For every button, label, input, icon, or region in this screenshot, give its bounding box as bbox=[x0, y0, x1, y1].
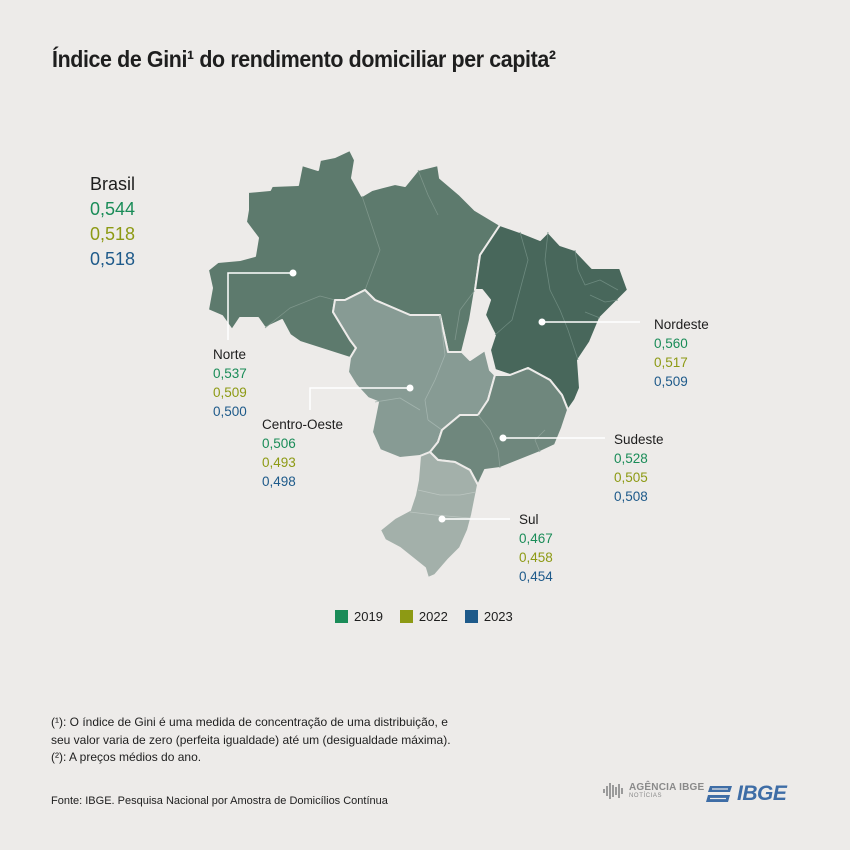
legend-label-2023: 2023 bbox=[483, 609, 513, 624]
leader-centro-oeste bbox=[309, 384, 414, 410]
nordeste-value-2019: 0,560 bbox=[654, 336, 688, 351]
region-sul-shape bbox=[379, 451, 479, 579]
region-name-centro-oeste: Centro-Oeste bbox=[262, 417, 344, 432]
region-sudeste[interactable] bbox=[429, 367, 569, 486]
centro-oeste-value-2023: 0,498 bbox=[262, 474, 296, 489]
footnote-line-3: (²): A preços médios do ano. bbox=[51, 750, 202, 764]
agencia-logo-icon bbox=[603, 783, 623, 799]
agencia-logo-text: AGÊNCIA IBGE bbox=[629, 782, 705, 793]
norte-value-2019: 0,537 bbox=[213, 366, 247, 381]
source-text: Fonte: IBGE. Pesquisa Nacional por Amost… bbox=[51, 795, 388, 807]
brasil-value-2022: 0,518 bbox=[90, 224, 136, 244]
brasil-summary: Brasil 0,544 0,518 0,518 bbox=[90, 172, 135, 272]
region-name-sudeste: Sudeste bbox=[614, 432, 664, 447]
region-sul[interactable] bbox=[379, 451, 479, 579]
sudeste-value-2019: 0,528 bbox=[614, 451, 648, 466]
centro-oeste-value-2022: 0,493 bbox=[262, 455, 296, 470]
legend-item-2022: 2022 bbox=[399, 609, 448, 624]
region-sudeste-shape bbox=[429, 367, 569, 486]
footnotes: (¹): O índice de Gini é uma medida de co… bbox=[51, 714, 451, 767]
agencia-logo-subtext: NOTÍCIAS bbox=[629, 793, 663, 799]
leader-sudeste bbox=[499, 434, 605, 442]
leader-norte bbox=[227, 269, 297, 340]
legend: 2019 2022 2023 bbox=[335, 609, 513, 624]
sudeste-value-2022: 0,505 bbox=[614, 470, 648, 485]
ibge-logo: IBGE bbox=[706, 782, 787, 806]
footnote-line-1: (¹): O índice de Gini é uma medida de co… bbox=[51, 715, 448, 729]
label-norte: Norte 0,537 0,509 0,500 bbox=[213, 345, 247, 421]
brasil-value-2019: 0,544 bbox=[90, 199, 136, 219]
label-nordeste: Nordeste 0,560 0,517 0,509 bbox=[654, 315, 709, 391]
region-nordeste-shape bbox=[474, 224, 629, 411]
nordeste-value-2023: 0,509 bbox=[654, 374, 688, 389]
label-sudeste: Sudeste 0,528 0,505 0,508 bbox=[614, 430, 664, 506]
legend-swatch-2023 bbox=[464, 610, 478, 623]
leader-sul bbox=[438, 515, 510, 523]
chart-title: Índice de Gini¹ do rendimento domiciliar… bbox=[52, 46, 556, 72]
sul-value-2019: 0,467 bbox=[519, 531, 553, 546]
sul-value-2022: 0,458 bbox=[519, 550, 553, 565]
region-nordeste[interactable] bbox=[474, 224, 629, 411]
sudeste-value-2023: 0,508 bbox=[614, 489, 648, 504]
footnote-line-2: seu valor varia de zero (perfeita iguald… bbox=[51, 732, 451, 747]
ibge-logo-icon bbox=[706, 786, 732, 802]
centro-oeste-value-2019: 0,506 bbox=[262, 436, 296, 451]
region-name-sul: Sul bbox=[519, 512, 539, 527]
label-centro-oeste: Centro-Oeste 0,506 0,493 0,498 bbox=[262, 415, 343, 491]
legend-item-2019: 2019 bbox=[335, 609, 383, 624]
region-name-nordeste: Nordeste bbox=[654, 317, 709, 332]
region-name-norte: Norte bbox=[213, 347, 247, 362]
legend-label-2022: 2022 bbox=[418, 609, 448, 624]
norte-value-2022: 0,509 bbox=[213, 385, 247, 400]
legend-item-2023: 2023 bbox=[464, 609, 513, 624]
norte-value-2023: 0,500 bbox=[213, 404, 247, 419]
ibge-logo-text: IBGE bbox=[737, 782, 787, 805]
leader-nordeste bbox=[538, 318, 640, 326]
brasil-label: Brasil bbox=[90, 174, 136, 194]
legend-label-2019: 2019 bbox=[354, 609, 383, 624]
agencia-ibge-logo: AGÊNCIA IBGE NOTÍCIAS bbox=[603, 782, 704, 800]
legend-swatch-2022 bbox=[399, 610, 413, 623]
label-sul: Sul 0,467 0,458 0,454 bbox=[519, 510, 553, 586]
nordeste-value-2022: 0,517 bbox=[654, 355, 688, 370]
legend-swatch-2019 bbox=[335, 610, 348, 623]
brasil-value-2023: 0,518 bbox=[90, 249, 136, 269]
sul-value-2023: 0,454 bbox=[519, 569, 553, 584]
